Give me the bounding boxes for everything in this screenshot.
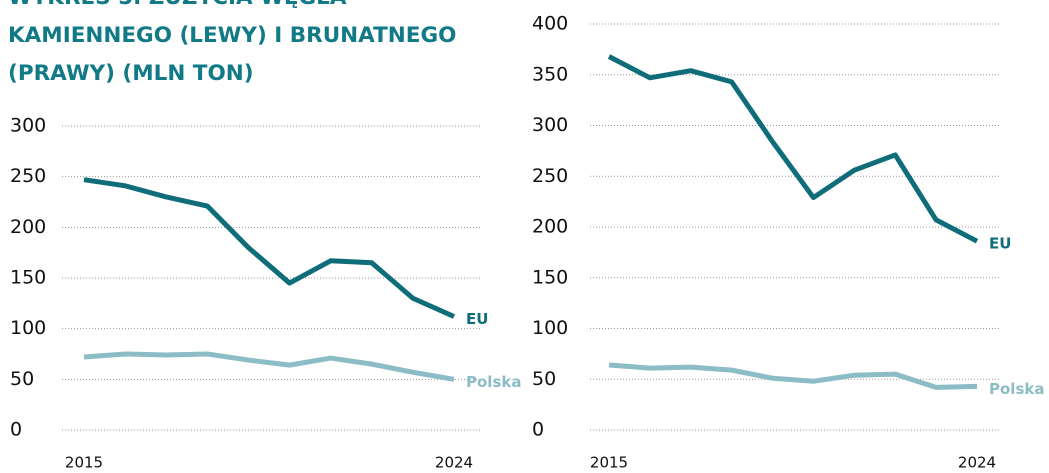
series-line — [608, 362, 978, 390]
y-tick-label: 50 — [10, 368, 34, 390]
legend-label: Polska — [466, 373, 521, 391]
y-tick-label: 150 — [10, 267, 46, 289]
chart-title: WYKRES 5. ZUŻYCIA WĘGLA KAMIENNEGO (LEWY… — [8, 0, 457, 86]
y-tick-label: 300 — [10, 115, 46, 137]
y-tick-label: 250 — [10, 165, 46, 187]
y-tick-label: 100 — [10, 317, 46, 339]
y-tick-label: 50 — [532, 368, 556, 390]
y-tick-label: 200 — [532, 216, 568, 238]
series-line — [83, 177, 456, 319]
legend-label: Polska — [989, 380, 1044, 398]
y-tick-label: 300 — [532, 114, 568, 136]
x-tick-label: 2024 — [958, 454, 996, 472]
y-tick-label: 350 — [532, 63, 568, 85]
y-tick-label: 0 — [10, 419, 22, 441]
y-tick-label: 250 — [532, 165, 568, 187]
x-tick-label: 2015 — [590, 454, 628, 472]
y-tick-label: 0 — [532, 419, 544, 441]
y-tick-label: 100 — [532, 317, 568, 339]
series-line — [607, 54, 979, 244]
legend-label: EU — [989, 235, 1011, 253]
series-line — [83, 351, 455, 382]
y-tick-label: 400 — [532, 13, 568, 35]
x-tick-label: 2015 — [65, 454, 103, 472]
y-tick-label: 150 — [532, 266, 568, 288]
x-tick-label: 2024 — [435, 454, 473, 472]
y-tick-label: 200 — [10, 216, 46, 238]
legend-label: EU — [466, 310, 488, 328]
